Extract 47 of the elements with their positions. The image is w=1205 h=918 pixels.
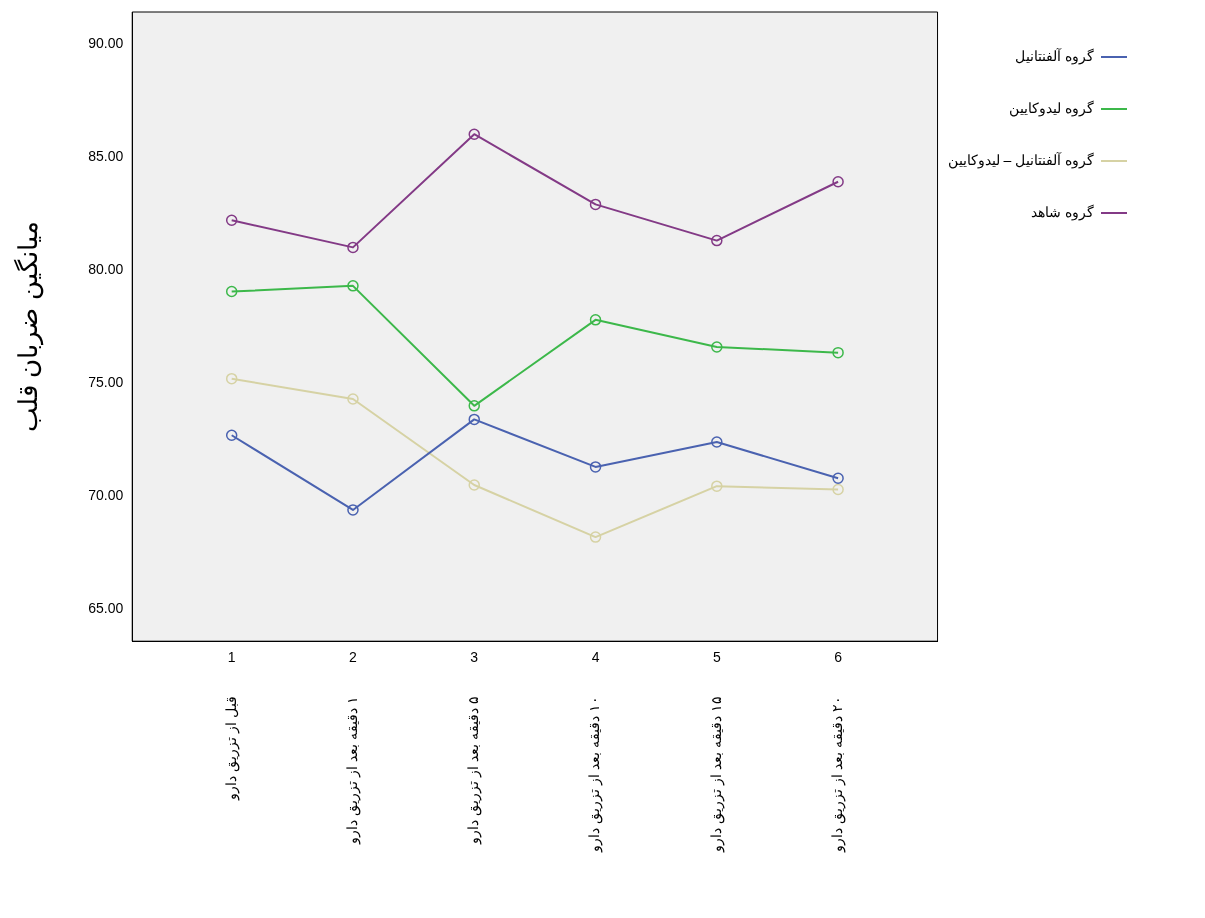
- legend-label: گروه آلفنتانیل – لیدوکایین: [947, 150, 1094, 169]
- point: [225, 285, 238, 298]
- point: [589, 198, 602, 211]
- point: [832, 176, 844, 188]
- text: قبل از تزریق دارو: [222, 696, 240, 801]
- point: [225, 372, 238, 385]
- point: [832, 346, 844, 359]
- y-axis-title: میانگین ضربان قلب: [12, 221, 44, 432]
- point: [347, 241, 359, 254]
- y-tick-label: 75.00: [88, 374, 124, 391]
- point: [347, 393, 359, 405]
- point: [225, 214, 238, 226]
- point: [347, 504, 359, 516]
- text: ۲۰ دقیقه بعد از تزریق دارو: [828, 696, 846, 853]
- y-tick-label: 85.00: [88, 147, 124, 164]
- point: [225, 429, 238, 441]
- y-tick-label: 65.00: [88, 600, 124, 617]
- point: [711, 480, 723, 492]
- point: [711, 234, 723, 247]
- text: ۱ دقیقه بعد از تزریق دارو: [343, 696, 361, 845]
- y-tick-label: 90.00: [88, 34, 124, 51]
- point: [832, 472, 844, 484]
- point: [468, 128, 480, 140]
- x-tick-label: 5: [712, 649, 721, 666]
- x-tick-label: 6: [834, 649, 843, 666]
- point: [832, 483, 844, 496]
- text: ۵ دقیقه بعد از تزریق دارو: [465, 696, 483, 845]
- point: [468, 413, 480, 426]
- x-tick-label: 3: [470, 649, 479, 666]
- point: [347, 280, 359, 292]
- point: [589, 314, 602, 326]
- text: ۱۰ دقیقه بعد از تزریق دارو: [586, 696, 604, 853]
- point: [468, 400, 480, 412]
- y-tick-label: 80.00: [88, 260, 124, 277]
- point: [711, 341, 723, 353]
- legend-label: گروه شاهد: [1031, 203, 1094, 221]
- legend-label: گروه لیدوکایین: [1009, 99, 1094, 117]
- text: ۱۵ دقیقه بعد از تزریق دارو: [707, 696, 725, 853]
- point: [468, 479, 480, 491]
- x-tick-label: 4: [591, 649, 600, 666]
- x-tick-label: 1: [227, 649, 236, 666]
- legend-label: گروه آلفنتانیل: [1015, 46, 1094, 65]
- y-tick-label: 70.00: [88, 487, 124, 504]
- point: [711, 436, 723, 448]
- x-tick-label: 2: [349, 649, 358, 666]
- point: [589, 531, 602, 543]
- point: [589, 461, 602, 473]
